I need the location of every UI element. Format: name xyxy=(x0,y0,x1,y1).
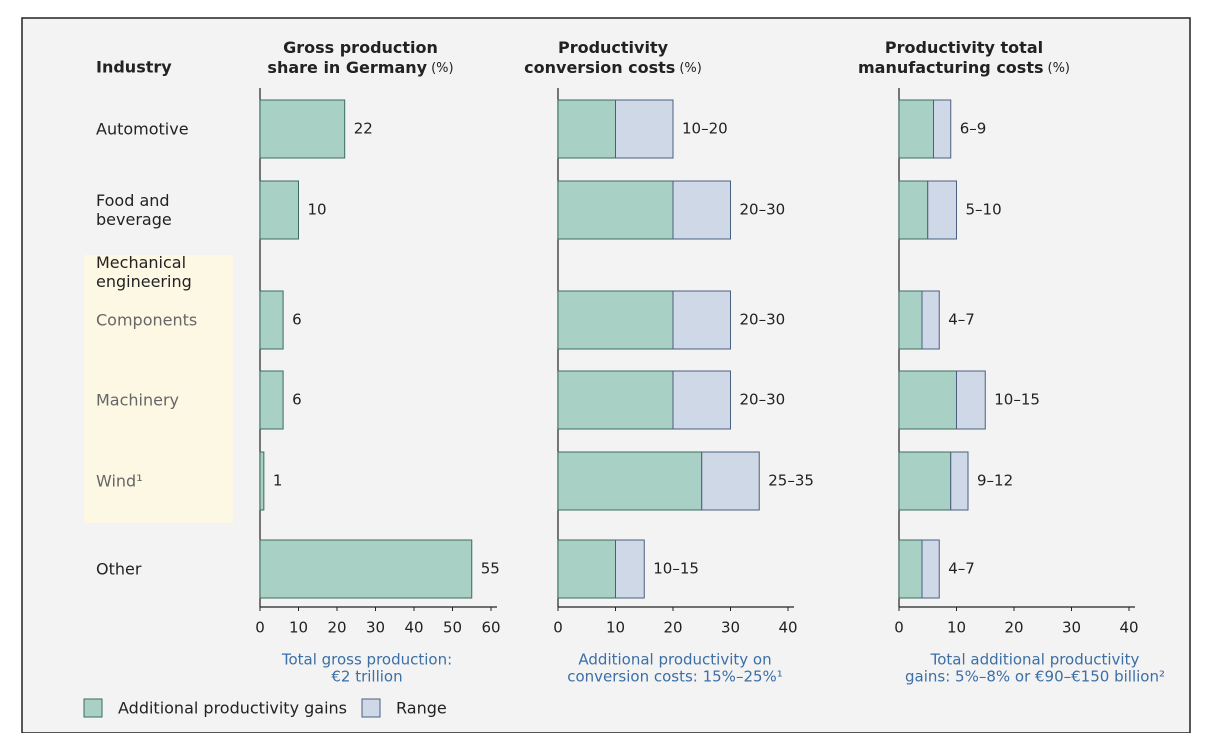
x-tick-label: 0 xyxy=(553,619,563,637)
value-label: 10 xyxy=(308,201,327,219)
value-label: 6 xyxy=(292,311,302,329)
bar-segment xyxy=(557,451,703,511)
title-line: Productivity xyxy=(558,38,669,57)
group-label: Mechanical engineering xyxy=(96,253,192,291)
value-label: 10–15 xyxy=(653,560,699,578)
row-label: Components xyxy=(96,310,198,330)
industry-header: Industry xyxy=(96,58,172,77)
bar xyxy=(259,451,265,511)
x-tick-label: 40 xyxy=(1119,619,1138,637)
bar xyxy=(259,99,346,159)
bar-segment xyxy=(898,539,923,599)
row-label: Machinery xyxy=(96,390,180,410)
bar xyxy=(259,290,284,350)
x-tick-label: 20 xyxy=(663,619,682,637)
bar-segment xyxy=(898,99,934,159)
legend-label: Additional productivity gains xyxy=(118,699,347,718)
bar-segment xyxy=(557,539,616,599)
bar-segment xyxy=(701,451,760,511)
bar-segment xyxy=(956,370,986,430)
title-line: manufacturing costs xyxy=(858,58,1044,77)
value-label: 4–7 xyxy=(948,560,975,578)
bar-segment xyxy=(672,370,731,430)
bar-segment xyxy=(950,451,969,511)
bar-segment xyxy=(557,180,674,240)
bar-segment xyxy=(898,290,923,350)
axis-note: €2 trillion xyxy=(331,668,402,686)
bar-segment xyxy=(672,180,731,240)
bar xyxy=(259,539,473,599)
title-line: Productivity total xyxy=(885,38,1043,57)
x-tick-label: 60 xyxy=(481,619,500,637)
bar xyxy=(259,370,284,430)
x-tick-label: 10 xyxy=(289,619,308,637)
x-tick-label: 30 xyxy=(721,619,740,637)
bar-segment xyxy=(898,370,957,430)
row-label: Other xyxy=(96,559,142,579)
x-tick-label: 20 xyxy=(1004,619,1023,637)
title-line: Gross production xyxy=(283,38,438,57)
value-label: 20–30 xyxy=(740,311,786,329)
title-unit: (%) xyxy=(1048,61,1071,76)
value-label: 10–20 xyxy=(682,120,728,138)
bar-segment xyxy=(672,290,731,350)
title-unit: (%) xyxy=(679,61,702,76)
bar-segment xyxy=(921,539,940,599)
value-label: 1 xyxy=(273,472,283,490)
bar-segment xyxy=(921,290,940,350)
title-unit: (%) xyxy=(431,61,454,76)
value-label: 25–35 xyxy=(768,472,814,490)
value-label: 55 xyxy=(481,560,500,578)
x-tick-label: 40 xyxy=(404,619,423,637)
chart-title: Productivity total manufacturing costs (%) xyxy=(858,38,1070,77)
axis-note: gains: 5%–8% or €90–€150 billion² xyxy=(905,668,1165,686)
axis-note: conversion costs: 15%–25%¹ xyxy=(567,668,783,686)
row-label: Food and beverage xyxy=(96,191,172,229)
x-tick-label: 0 xyxy=(255,619,265,637)
bar-segment xyxy=(933,99,952,159)
bar xyxy=(259,180,299,240)
bar-segment xyxy=(557,290,674,350)
bar-segment xyxy=(898,180,929,240)
bar-segment xyxy=(615,539,645,599)
x-tick-label: 40 xyxy=(778,619,797,637)
x-tick-label: 0 xyxy=(894,619,904,637)
value-label: 20–30 xyxy=(740,391,786,409)
chart-title: Gross production share in Germany (%) xyxy=(267,38,453,77)
axis-note: Total gross production: xyxy=(281,651,452,669)
value-label: 10–15 xyxy=(994,391,1040,409)
x-tick-label: 30 xyxy=(1062,619,1081,637)
bar-segment xyxy=(557,370,674,430)
x-tick-label: 50 xyxy=(443,619,462,637)
bar-segment xyxy=(557,99,616,159)
legend-label: Range xyxy=(396,699,447,718)
row-label: Wind¹ xyxy=(96,471,143,491)
x-tick-label: 10 xyxy=(606,619,625,637)
x-tick-label: 20 xyxy=(327,619,346,637)
title-line: share in Germany xyxy=(267,58,427,77)
value-label: 5–10 xyxy=(966,201,1002,219)
chart-title: Productivity conversion costs (%) xyxy=(524,38,702,77)
row-label: Automotive xyxy=(96,119,189,139)
bar-segment xyxy=(898,451,952,511)
value-label: 6–9 xyxy=(960,120,987,138)
title-line: conversion costs xyxy=(524,58,675,77)
value-label: 4–7 xyxy=(948,311,975,329)
value-label: 22 xyxy=(354,120,373,138)
axis-note: Additional productivity on xyxy=(578,651,771,669)
legend-swatch xyxy=(83,698,103,718)
x-tick-label: 30 xyxy=(366,619,385,637)
value-label: 9–12 xyxy=(977,472,1013,490)
bar-segment xyxy=(615,99,674,159)
x-tick-label: 10 xyxy=(947,619,966,637)
legend-swatch xyxy=(361,698,381,718)
value-label: 6 xyxy=(292,391,302,409)
value-label: 20–30 xyxy=(740,201,786,219)
bar-segment xyxy=(927,180,957,240)
group-highlight xyxy=(84,255,233,523)
axis-note: Total additional productivity xyxy=(930,651,1140,669)
